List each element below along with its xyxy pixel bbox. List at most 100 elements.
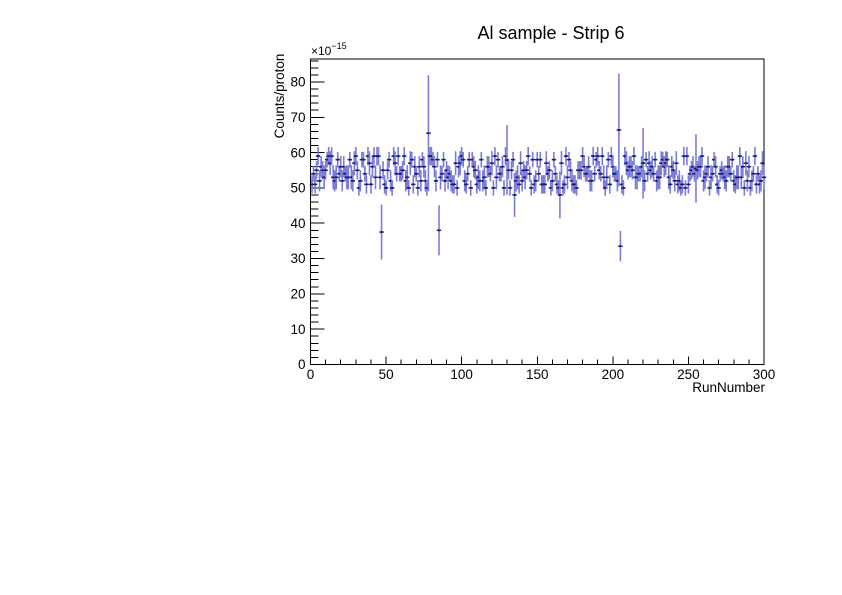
y-tick-label: 70	[290, 110, 305, 125]
data-point-marker	[484, 186, 487, 190]
data-point-marker	[676, 183, 679, 186]
data-point-marker	[620, 183, 624, 186]
data-point-marker	[384, 186, 388, 190]
data-point-marker	[528, 172, 531, 175]
data-point-marker	[416, 186, 419, 190]
data-point-marker	[324, 169, 327, 172]
y-tick-label: 50	[290, 181, 305, 196]
data-point-marker	[391, 186, 394, 190]
data-point-marker	[750, 179, 754, 182]
data-point-marker	[388, 158, 391, 161]
data-point-marker	[319, 165, 323, 168]
chart-title: Al sample - Strip 6	[477, 23, 624, 43]
data-point-marker	[537, 172, 540, 175]
x-tick-label: 250	[677, 367, 700, 382]
data-point-marker	[629, 165, 633, 168]
data-point-marker	[759, 179, 763, 182]
data-point-marker	[737, 176, 740, 179]
data-point-marker	[617, 128, 620, 132]
data-point-marker	[706, 165, 710, 168]
data-point-marker	[427, 132, 430, 135]
data-point-marker	[536, 158, 539, 161]
data-point-marker	[495, 176, 498, 179]
data-point-marker	[378, 176, 382, 179]
data-point-marker	[410, 158, 413, 161]
x-tick-label: 300	[753, 367, 776, 382]
data-point-marker	[740, 176, 743, 179]
data-point-marker	[590, 179, 593, 182]
data-point-marker	[335, 176, 338, 179]
x-axis-title: RunNumber	[692, 380, 765, 395]
data-point-marker	[419, 179, 422, 182]
data-point-marker	[434, 179, 438, 182]
data-point-marker	[504, 155, 507, 158]
data-point-marker	[611, 165, 614, 168]
data-point-marker	[731, 158, 734, 161]
data-point-marker	[372, 155, 376, 158]
data-point-marker	[563, 183, 566, 186]
data-point-marker	[614, 172, 617, 175]
data-point-marker	[356, 169, 359, 172]
data-point-marker	[644, 158, 648, 161]
data-point-marker	[357, 186, 360, 190]
data-point-marker	[327, 155, 330, 158]
data-point-marker	[507, 169, 510, 172]
data-point-marker	[625, 162, 628, 165]
data-point-marker	[463, 179, 466, 182]
data-point-marker	[531, 158, 534, 161]
data-point-marker	[570, 179, 574, 182]
data-point-marker	[678, 179, 681, 182]
data-point-marker	[392, 155, 395, 158]
data-point-marker	[719, 172, 722, 175]
data-point-marker	[575, 186, 578, 190]
data-point-marker	[560, 162, 563, 165]
x-tick-label: 50	[379, 367, 394, 382]
data-point-marker	[477, 176, 480, 179]
data-point-marker	[493, 155, 497, 158]
data-point-marker	[490, 162, 493, 165]
data-point-marker	[454, 162, 457, 165]
data-point-marker	[505, 158, 509, 162]
data-point-marker	[440, 172, 444, 175]
data-point-marker	[362, 158, 365, 161]
data-point-marker	[561, 186, 565, 190]
data-point-marker	[623, 155, 627, 158]
data-point-marker	[743, 186, 746, 190]
data-point-marker	[333, 179, 336, 182]
data-point-marker	[344, 172, 347, 175]
data-point-marker	[602, 176, 605, 179]
data-point-marker	[501, 165, 504, 168]
data-point-marker	[406, 176, 409, 179]
data-point-marker	[713, 158, 716, 161]
data-point-marker	[675, 162, 678, 165]
data-point-marker	[746, 179, 749, 182]
data-point-marker	[329, 162, 332, 165]
data-point-marker	[545, 162, 548, 165]
data-point-marker	[471, 158, 474, 161]
x-tick-label: 0	[307, 367, 315, 382]
data-point-marker	[336, 158, 339, 161]
data-point-marker	[332, 176, 335, 179]
data-point-marker	[386, 169, 389, 172]
data-point-marker	[465, 183, 468, 186]
data-point-marker	[708, 186, 711, 190]
data-point-marker	[762, 176, 766, 179]
data-point-marker	[640, 165, 643, 168]
data-point-marker	[534, 179, 537, 182]
data-point-marker	[693, 172, 696, 175]
data-point-marker	[687, 183, 690, 186]
data-point-marker	[412, 183, 415, 186]
data-point-marker	[681, 183, 684, 186]
data-point-marker	[664, 162, 667, 165]
data-points	[309, 73, 767, 262]
data-point-marker	[601, 155, 604, 158]
data-point-marker	[478, 179, 481, 182]
data-point-marker	[424, 179, 427, 182]
data-point-marker	[761, 162, 764, 165]
plot-frame	[310, 58, 765, 365]
y-tick-label: 0	[298, 357, 306, 372]
data-point-marker	[587, 165, 590, 168]
y-tick-label: 10	[290, 322, 305, 337]
data-point-marker	[669, 183, 672, 186]
